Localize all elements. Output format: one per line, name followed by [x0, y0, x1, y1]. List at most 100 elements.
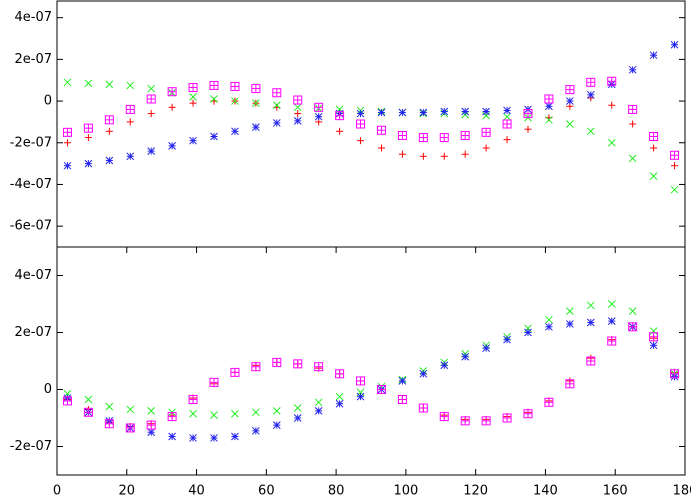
- marker-box: [293, 359, 303, 369]
- marker-stroke: [503, 112, 511, 121]
- data-point: [272, 421, 281, 429]
- marker-stroke: [566, 120, 574, 128]
- data-point: [356, 119, 366, 129]
- data-point: [231, 409, 239, 418]
- data-point: [84, 134, 92, 142]
- data-point: [335, 399, 344, 408]
- marker-stroke: [398, 377, 407, 385]
- data-point: [356, 392, 365, 401]
- marker-box: [565, 379, 575, 389]
- data-point: [84, 159, 93, 168]
- data-point: [251, 84, 261, 94]
- data-point: [252, 123, 260, 131]
- data-point: [126, 405, 135, 414]
- data-point: [481, 416, 491, 426]
- data-point: [565, 85, 575, 95]
- x-tick-label: 120: [463, 484, 488, 499]
- marker-stroke: [314, 112, 323, 121]
- marker-stroke: [586, 301, 595, 310]
- data-point: [586, 77, 596, 87]
- marker-stroke: [377, 108, 386, 117]
- data-point: [461, 107, 470, 116]
- marker-box: [439, 133, 449, 143]
- data-point: [649, 341, 658, 350]
- marker-stroke: [189, 136, 197, 145]
- data-point: [419, 152, 427, 160]
- data-point: [252, 99, 260, 108]
- marker-box: [628, 322, 638, 332]
- data-point: [336, 127, 344, 135]
- marker-box: [146, 94, 156, 104]
- marker-stroke: [440, 107, 449, 116]
- data-point: [586, 301, 595, 310]
- marker-box: [439, 412, 449, 422]
- data-point: [126, 81, 135, 90]
- data-point: [84, 79, 93, 88]
- data-point: [189, 93, 197, 101]
- marker-box: [188, 83, 198, 93]
- marker-stroke: [126, 152, 135, 161]
- marker-box: [167, 87, 177, 97]
- marker-stroke: [649, 51, 658, 60]
- data-point: [586, 318, 595, 327]
- marker-box: [314, 102, 324, 112]
- data-point: [628, 307, 637, 315]
- marker-stroke: [84, 79, 93, 88]
- y-tick-label: 0: [44, 94, 52, 109]
- marker-box: [397, 130, 407, 140]
- data-point: [189, 136, 197, 145]
- marker-box: [104, 115, 114, 125]
- data-point: [545, 315, 553, 324]
- data-point: [670, 185, 679, 194]
- marker-box: [418, 403, 428, 413]
- marker-box: [251, 362, 261, 372]
- marker-box: [356, 376, 366, 386]
- marker-stroke: [335, 399, 344, 408]
- data-point: [314, 362, 324, 372]
- data-point: [272, 101, 281, 110]
- data-point: [105, 80, 114, 89]
- data-point: [460, 416, 470, 426]
- data-point: [231, 127, 239, 136]
- data-point: [189, 434, 197, 442]
- y-tick-label: -6e-07: [10, 219, 52, 234]
- data-point: [440, 361, 449, 370]
- marker-box: [670, 150, 680, 160]
- marker-stroke: [628, 65, 637, 74]
- marker-stroke: [566, 320, 574, 328]
- data-point: [397, 130, 407, 140]
- marker-box: [418, 133, 428, 143]
- marker-stroke: [482, 107, 490, 116]
- marker-box: [523, 109, 533, 119]
- marker-stroke: [398, 108, 407, 117]
- data-point: [293, 404, 302, 412]
- marker-box: [481, 416, 491, 426]
- x-tick-label: 0: [53, 484, 61, 499]
- data-point: [628, 104, 638, 114]
- marker-stroke: [503, 106, 511, 115]
- data-point: [63, 161, 72, 170]
- marker-stroke: [105, 80, 114, 89]
- marker-stroke: [566, 307, 574, 315]
- data-point: [146, 420, 156, 430]
- marker-stroke: [63, 78, 72, 87]
- marker-stroke: [168, 432, 176, 441]
- data-point: [168, 142, 176, 150]
- marker-stroke: [503, 335, 511, 344]
- data-point: [524, 125, 532, 133]
- data-point: [272, 407, 281, 415]
- data-point: [439, 412, 449, 422]
- marker-box: [230, 367, 240, 377]
- marker-stroke: [628, 154, 637, 163]
- marker-stroke: [419, 108, 428, 117]
- plot-frame: [56, 0, 686, 248]
- marker-stroke: [440, 361, 449, 370]
- data-point: [125, 104, 135, 114]
- data-point: [293, 359, 303, 369]
- marker-stroke: [670, 185, 679, 194]
- data-point: [314, 407, 323, 415]
- marker-box: [397, 394, 407, 404]
- marker-stroke: [586, 90, 595, 99]
- data-point: [167, 87, 177, 97]
- marker-box: [251, 84, 261, 94]
